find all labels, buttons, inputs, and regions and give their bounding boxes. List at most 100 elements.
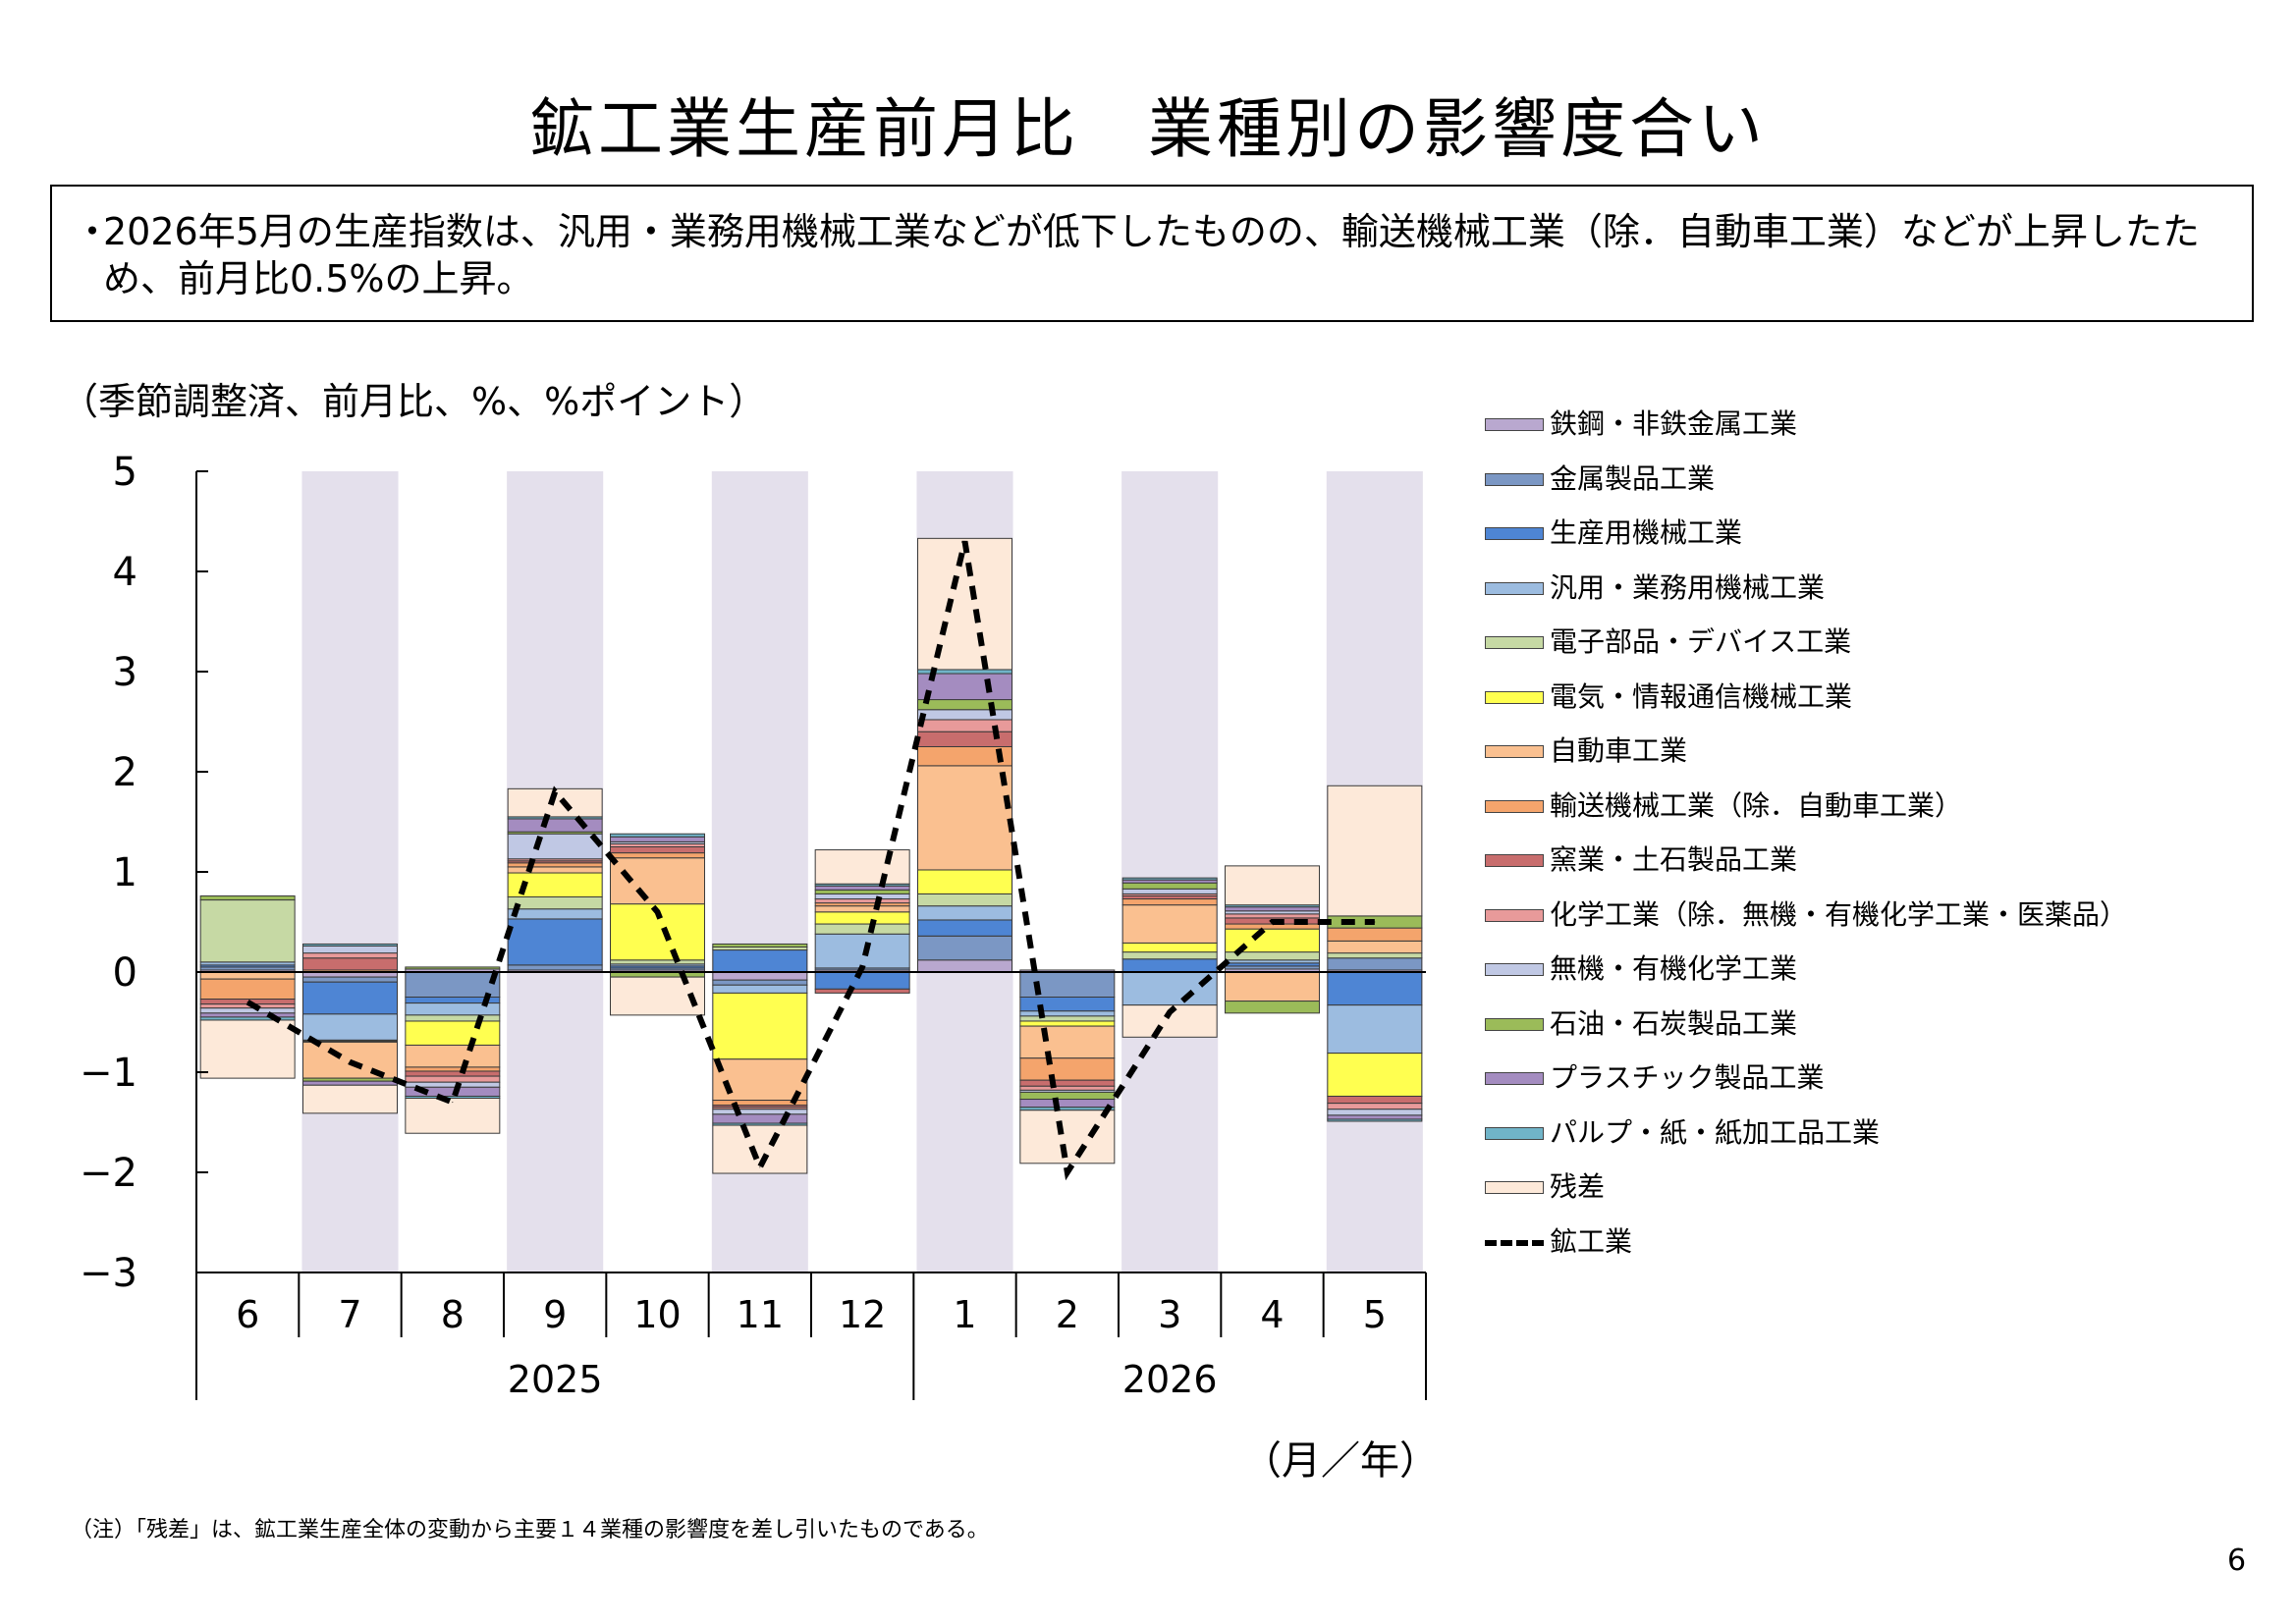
legend-swatch — [1485, 418, 1544, 431]
bar-seg-5-8 — [405, 1020, 501, 1046]
bar-seg-9-7 — [302, 952, 398, 959]
bar-seg-4-3 — [1121, 951, 1218, 960]
legend-label: 汎用・業務用機械工業 — [1550, 570, 1826, 604]
bar-seg-4-1 — [917, 893, 1012, 907]
bar-seg-12-4 — [1225, 906, 1320, 912]
legend-swatch — [1485, 745, 1544, 758]
bar-seg-11-1 — [917, 699, 1012, 711]
legend-label: プラスチック製品工業 — [1550, 1061, 1825, 1094]
legend-label: 電子部品・デバイス工業 — [1550, 625, 1852, 658]
x-tick-label: 1 — [953, 1293, 976, 1336]
line-point-6 — [246, 1001, 248, 1003]
bar-seg-6-8 — [405, 1044, 501, 1068]
bar-seg-6-3 — [1121, 904, 1218, 944]
bar-seg-13-3 — [1121, 877, 1218, 881]
shade-band-3 — [1121, 471, 1219, 1272]
bar-seg-4-8 — [405, 1014, 501, 1022]
bar-seg-3-12 — [814, 933, 910, 969]
x-tick-label: 2 — [1056, 1293, 1079, 1336]
axes — [195, 470, 1427, 1400]
bar-seg-6-1 — [917, 765, 1012, 871]
bar-seg-2-11 — [712, 949, 808, 973]
legend-label: 窯業・土石製品工業 — [1550, 843, 1798, 876]
bar-seg-13-7 — [302, 943, 398, 947]
bar-seg-4-9 — [507, 896, 603, 910]
bar-seg-3-11 — [712, 984, 808, 994]
bar-seg-14-4 — [1225, 865, 1320, 906]
legend-swatch — [1485, 472, 1544, 486]
bar-seg-2-3 — [1121, 958, 1218, 973]
bar-seg-10-11 — [712, 1109, 808, 1115]
bar-seg-4-6 — [199, 899, 296, 963]
bar-seg-8-2 — [1019, 1079, 1116, 1087]
bar-seg-2-7 — [302, 981, 398, 1015]
x-tick-label: 7 — [338, 1293, 361, 1336]
bar-seg-9-5 — [1327, 1103, 1423, 1110]
x-tick-label: 11 — [737, 1293, 784, 1336]
bar-seg-11-6 — [199, 894, 296, 901]
bar-seg-7-10 — [610, 852, 705, 859]
line-point-3 — [1169, 1011, 1171, 1013]
bar-seg-12-12 — [814, 885, 910, 891]
bar-seg-14-12 — [814, 849, 910, 885]
bar-seg-2-2 — [1019, 997, 1116, 1012]
bar-seg-6-2 — [1019, 1025, 1116, 1059]
bar-stacks — [199, 537, 1423, 1174]
legend-swatch — [1485, 690, 1544, 704]
bar-seg-6-10 — [610, 857, 705, 905]
bar-seg-4-5 — [1327, 952, 1423, 959]
bar-seg-10-3 — [1121, 888, 1218, 894]
legend-label: 化学工業（除．無機・有機化学工業・医薬品） — [1550, 897, 2128, 931]
x-tick-label: 6 — [236, 1293, 259, 1336]
legend-label: 残差 — [1550, 1170, 1606, 1203]
bar-seg-4-2 — [1019, 1015, 1116, 1022]
line-point-10 — [657, 911, 658, 913]
legend-swatch — [1485, 527, 1544, 540]
bar-seg-3-3 — [1121, 971, 1218, 1006]
bar-seg-6-4 — [1225, 971, 1320, 1002]
bar-seg-8-8 — [405, 1070, 501, 1077]
y-tick-label: −3 — [80, 1251, 137, 1296]
year-label: 2026 — [1122, 1358, 1218, 1401]
bar-seg-7-9 — [507, 862, 603, 868]
legend-label: 鉄鋼・非鉄金属工業 — [1550, 407, 1798, 440]
bar-seg-4-12 — [814, 923, 910, 935]
bar-seg-8-10 — [610, 846, 705, 854]
bar-seg-10-7 — [302, 945, 398, 954]
bar-seg-11-12 — [814, 889, 910, 894]
x-tick-label: 12 — [839, 1293, 886, 1336]
bar-seg-7-2 — [1019, 1057, 1116, 1081]
bar-seg-7-8 — [405, 1066, 501, 1072]
summary-bullet: ・ — [74, 210, 112, 253]
bar-seg-4-10 — [610, 959, 705, 965]
x-tick-label: 10 — [633, 1293, 681, 1336]
line-point-8 — [452, 1102, 454, 1104]
bar-seg-7-6 — [199, 978, 296, 1001]
x-tick-label: 5 — [1363, 1293, 1387, 1336]
bar-seg-0-1 — [917, 959, 1012, 973]
legend-label: 石油・石炭製品工業 — [1550, 1006, 1798, 1040]
legend-label: 電気・情報通信機械工業 — [1550, 679, 1853, 713]
line-point-9 — [554, 790, 556, 792]
bar-seg-0-11 — [712, 971, 808, 981]
bar-seg-11-4 — [1225, 1001, 1320, 1014]
bar-seg-11-8 — [405, 966, 501, 970]
legend-label: 金属製品工業 — [1550, 461, 1716, 495]
bar-seg-12-6 — [199, 1012, 296, 1018]
bar-seg-6-6 — [199, 971, 296, 980]
bar-seg-6-12 — [814, 905, 910, 913]
bar-seg-12-7 — [302, 1080, 398, 1086]
bar-seg-2-9 — [507, 918, 603, 966]
bar-seg-7-3 — [1121, 898, 1218, 906]
legend-label: 生産用機械工業 — [1550, 516, 1743, 549]
legend-swatch — [1485, 1017, 1544, 1031]
legend-swatch — [1485, 1239, 1544, 1246]
x-tick-label: 9 — [543, 1293, 567, 1336]
page-number: 6 — [2227, 1543, 2247, 1578]
bar-seg-10-1 — [917, 709, 1012, 721]
bar-seg-11-11 — [712, 943, 808, 948]
bar-seg-1-5 — [1327, 957, 1423, 971]
legend-label: 鉱工業 — [1550, 1224, 1633, 1258]
x-tick-label: 8 — [441, 1293, 465, 1336]
